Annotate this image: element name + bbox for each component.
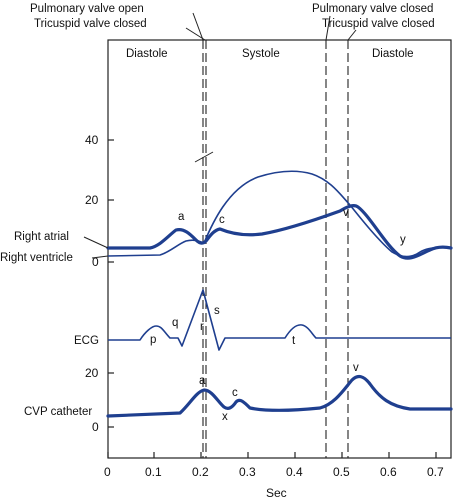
phase-systole: Systole (242, 48, 280, 60)
right-atrial-leader (83, 236, 109, 249)
time-tick-label-0.4: 0.4 (286, 465, 303, 479)
time-axis-label: Sec (266, 486, 287, 500)
pressure-tick-label-0: 0 (92, 255, 99, 269)
cvp-axis: 20 0 (85, 366, 114, 434)
cvp-tick-label-20: 20 (85, 366, 99, 380)
tricuspid-closed-left-leader (185, 27, 206, 41)
right-atrial-label: Right atrial (14, 231, 69, 243)
cvp-tick-label-0: 0 (92, 420, 99, 434)
time-tick-label-0.7: 0.7 (427, 465, 444, 479)
ecg-wave-t: t (292, 335, 296, 347)
pressure-axis: 40 20 0 (85, 133, 114, 269)
tricuspid-valve-closed-left-label: Tricuspid valve closed (34, 18, 147, 30)
time-axis: 0 0.1 0.2 0.3 0.4 0.5 0.6 0.7 Sec (104, 452, 444, 500)
pressure-tick-label-20: 20 (85, 193, 99, 207)
ecg-wave-q: q (172, 317, 178, 329)
atrial-wave-y: y (400, 234, 406, 246)
ecg-wave-p: p (150, 334, 156, 346)
cvp-wave-x: x (222, 411, 228, 423)
ecg-wave-r: r (200, 321, 204, 333)
axis-break-mark (194, 151, 214, 163)
atrial-wave-a: a (178, 211, 185, 223)
pressure-tick-label-40: 40 (85, 133, 99, 147)
tricuspid-valve-closed-right-label: Tricuspid valve closed (322, 18, 435, 30)
atrial-wave-c: c (219, 214, 225, 226)
time-tick-label-0.5: 0.5 (333, 465, 350, 479)
cvp-wave-a: a (199, 375, 206, 387)
cvp-catheter-label: CVP catheter (24, 406, 92, 418)
cvp-wave-c: c (232, 387, 238, 399)
pulmonary-valve-open-label: Pulmonary valve open (30, 3, 144, 15)
right-ventricle-leader (91, 255, 109, 259)
pulmonary-closed-leader (325, 15, 331, 41)
cvp-wave-v: v (353, 362, 359, 374)
time-tick-label-0.3: 0.3 (239, 465, 256, 479)
plot-frame (107, 39, 452, 459)
ecg-wave-s: s (214, 305, 220, 317)
right-ventricle-label: Right ventricle (0, 252, 73, 264)
ecg-label: ECG (74, 335, 99, 347)
phase-diastole-right: Diastole (372, 48, 414, 60)
phase-diastole-left: Diastole (126, 48, 168, 60)
right-atrial-trace (106, 204, 453, 260)
time-tick-label-0.1: 0.1 (145, 465, 162, 479)
pulmonary-valve-closed-label: Pulmonary valve closed (312, 3, 433, 15)
tricuspid-closed-right-leader (347, 29, 357, 41)
time-tick-label-0.2: 0.2 (192, 465, 209, 479)
ecg-trace (108, 289, 451, 351)
time-tick-label-0.6: 0.6 (380, 465, 397, 479)
right-ventricle-trace (107, 170, 452, 258)
time-tick-label-0: 0 (104, 465, 111, 479)
cvp-trace (106, 374, 453, 418)
pulmonary-open-leader (192, 12, 204, 41)
atrial-wave-v: v (343, 207, 349, 219)
